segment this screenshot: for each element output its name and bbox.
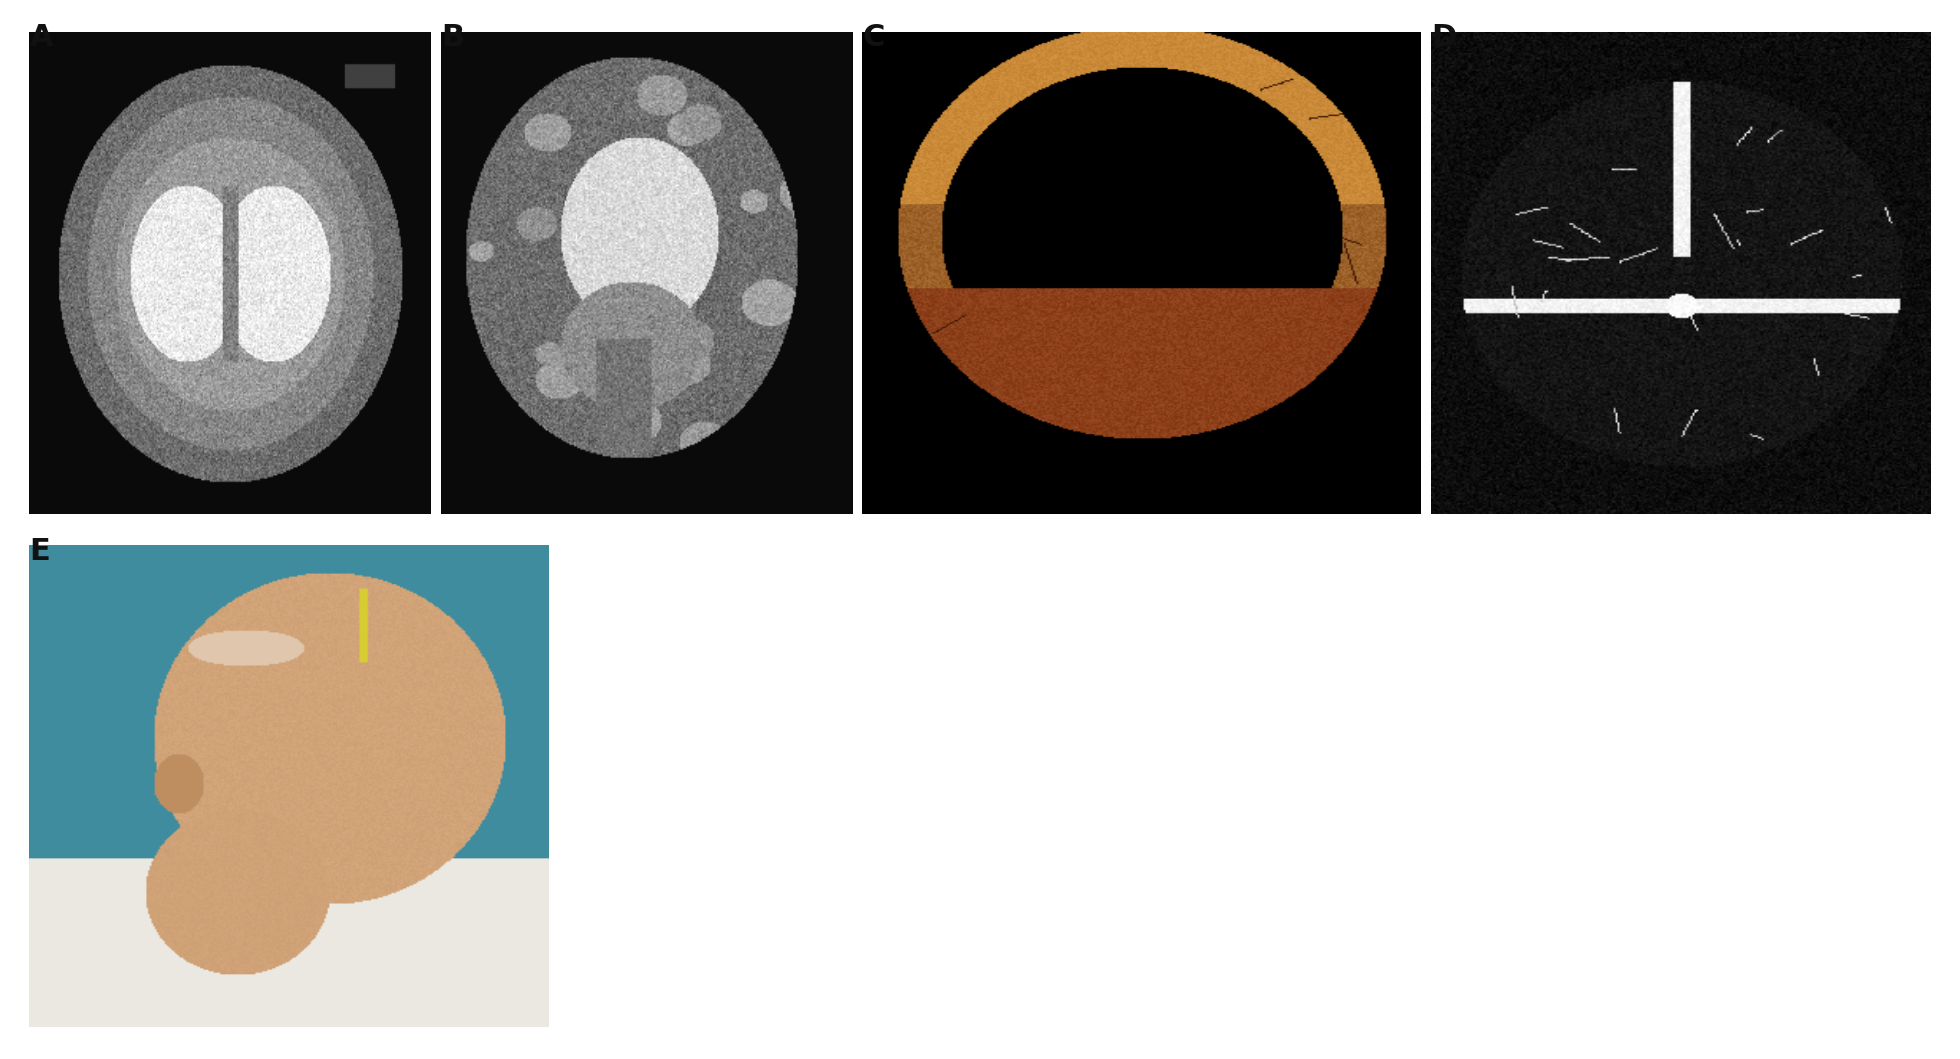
Text: C: C [862,23,884,52]
Text: E: E [29,537,51,566]
Text: D: D [1431,23,1456,52]
Text: B: B [441,23,465,52]
Text: A: A [29,23,53,52]
